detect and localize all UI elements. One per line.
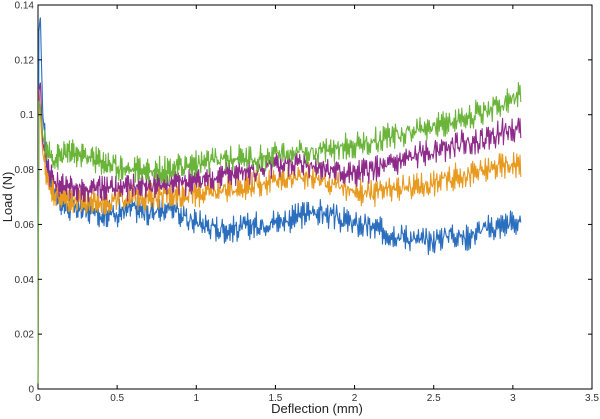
y-tick-label: 0.14 xyxy=(15,1,35,12)
y-axis-label: Load (N) xyxy=(0,172,15,223)
series-line-2 xyxy=(37,88,522,384)
x-tick-label: 3 xyxy=(510,393,516,404)
y-tick-label: 0 xyxy=(28,385,34,396)
y-tick-label: 0.08 xyxy=(15,165,35,176)
ticks-layer: 0 0.5 1 1.5 2 2.5 3 3.5 0 0.02 0.04 0.06 0.08 0.1 0.12… xyxy=(15,1,600,405)
x-tick-label: 0.5 xyxy=(110,393,124,404)
x-axis-label: Deflection (mm) xyxy=(271,401,363,416)
series-layer xyxy=(37,17,522,384)
x-tick-label: 1.5 xyxy=(268,393,282,404)
y-tick-label: 0.12 xyxy=(15,55,35,66)
plot-frame xyxy=(37,4,593,390)
y-tick-label: 0.02 xyxy=(15,330,35,341)
x-tick-label: 2 xyxy=(352,393,358,404)
series-line-1 xyxy=(37,17,522,384)
x-tick-label: 1 xyxy=(194,393,200,404)
y-tick-label: 0.06 xyxy=(15,220,35,231)
y-tick-label: 0.04 xyxy=(15,275,35,286)
series-line-4 xyxy=(37,82,522,384)
x-tick-label: 2.5 xyxy=(427,393,441,404)
series-line-3 xyxy=(37,82,522,384)
y-tick-label: 0.1 xyxy=(20,110,34,121)
x-tick-label: 3.5 xyxy=(585,393,599,404)
x-tick-label: 0 xyxy=(35,393,41,404)
plot-area xyxy=(37,4,593,390)
